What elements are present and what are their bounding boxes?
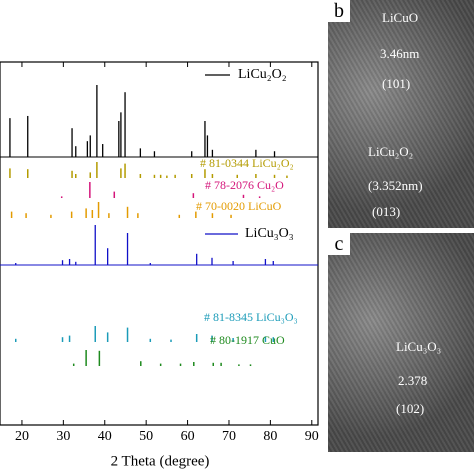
panel-label: b bbox=[328, 0, 350, 22]
x-tick-label: 50 bbox=[139, 429, 153, 444]
legend-label: # 70-0020 LiCuO bbox=[196, 199, 282, 213]
plane-label: (101) bbox=[382, 76, 411, 91]
plane-label: (013) bbox=[372, 204, 401, 219]
tem-panel-c: c LiCu₃O₃ 2.378 (102) bbox=[328, 233, 474, 452]
x-tick-label: 70 bbox=[222, 429, 236, 444]
tem-panel-b: b LiCuO 3.46nm (101) LiCu₂O₂ (3.352nm) (… bbox=[328, 0, 474, 228]
x-tick-label: 30 bbox=[56, 429, 70, 444]
plane-label: (102) bbox=[396, 401, 425, 416]
x-axis-title: 2 Theta (degree) bbox=[111, 453, 210, 469]
x-tick-label: 90 bbox=[305, 429, 319, 444]
legend-label: LiCu₂O₂ bbox=[238, 67, 287, 82]
legend-label: # 81-0344 LiCu₂O₂ bbox=[200, 156, 294, 170]
spacing-label: 2.378 bbox=[398, 373, 428, 388]
phase-label: LiCu₃O₃ bbox=[396, 339, 442, 354]
phase-label: LiCuO bbox=[382, 10, 419, 25]
plot-frame bbox=[0, 61, 319, 426]
legend-label: LiCu₃O₃ bbox=[245, 226, 294, 241]
x-tick-label: 60 bbox=[181, 429, 195, 444]
spacing-label: (3.352nm) bbox=[368, 178, 423, 193]
phase-label: LiCu₂O₂ bbox=[368, 144, 414, 159]
legend-label: # 80-1917 CuO bbox=[210, 333, 285, 347]
xrd-chart: 2 Theta (degree) 20 30 40 50 60 70 80 90 LiCu₂O₂… bbox=[0, 61, 319, 469]
x-tick-label: 80 bbox=[263, 429, 277, 444]
x-tick-label: 20 bbox=[15, 429, 29, 444]
x-tick-label: 40 bbox=[98, 429, 112, 444]
panel-label: c bbox=[328, 233, 350, 255]
spacing-label: 3.46nm bbox=[380, 46, 420, 61]
legend-label: # 78-2076 Cu₂O bbox=[205, 178, 284, 192]
legend-label: # 81-8345 LiCu₃O₃ bbox=[204, 310, 298, 324]
